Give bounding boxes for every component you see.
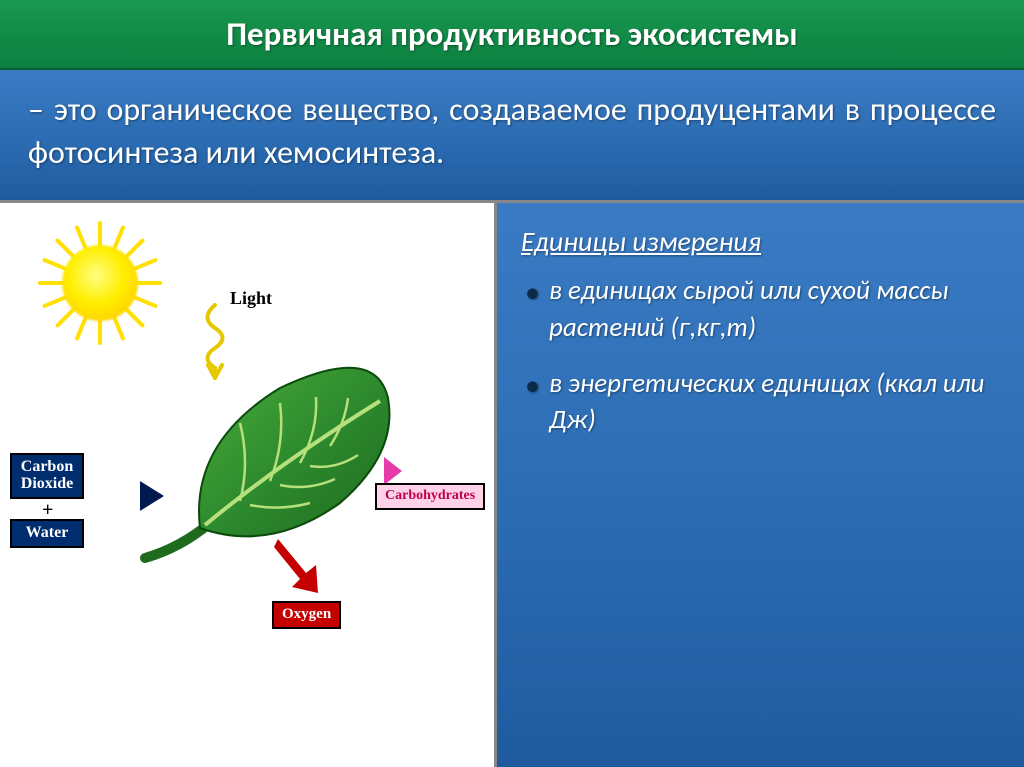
units-heading: Единицы измерения [521,223,1000,261]
photosynthesis-diagram: Light [0,203,497,767]
carbon-line1: Carbon [21,458,73,475]
carbon-dioxide-label: Carbon Dioxide [10,453,84,499]
sun-icon [40,223,160,343]
oxygen-arrow-icon [270,533,330,603]
oxygen-label: Oxygen [272,601,341,629]
carbohydrates-label: Carbohydrates [375,483,485,510]
units-panel: Единицы измерения в единицах сырой или с… [497,203,1024,767]
input-arrow-icon [86,473,166,519]
definition-text: – это органическое вещество, создаваемое… [0,70,1024,200]
water-label: Water [10,519,84,548]
units-item: в энергетических единицах (ккал или Дж) [521,366,1000,439]
slide-title: Первичная продуктивность экосистемы [0,0,1024,70]
bottom-row: Light [0,200,1024,767]
units-list: в единицах сырой или сухой массы растени… [521,273,1000,439]
carbon-line2: Dioxide [21,475,73,492]
slide: Первичная продуктивность экосистемы – эт… [0,0,1024,767]
units-item: в единицах сырой или сухой массы растени… [521,273,1000,346]
